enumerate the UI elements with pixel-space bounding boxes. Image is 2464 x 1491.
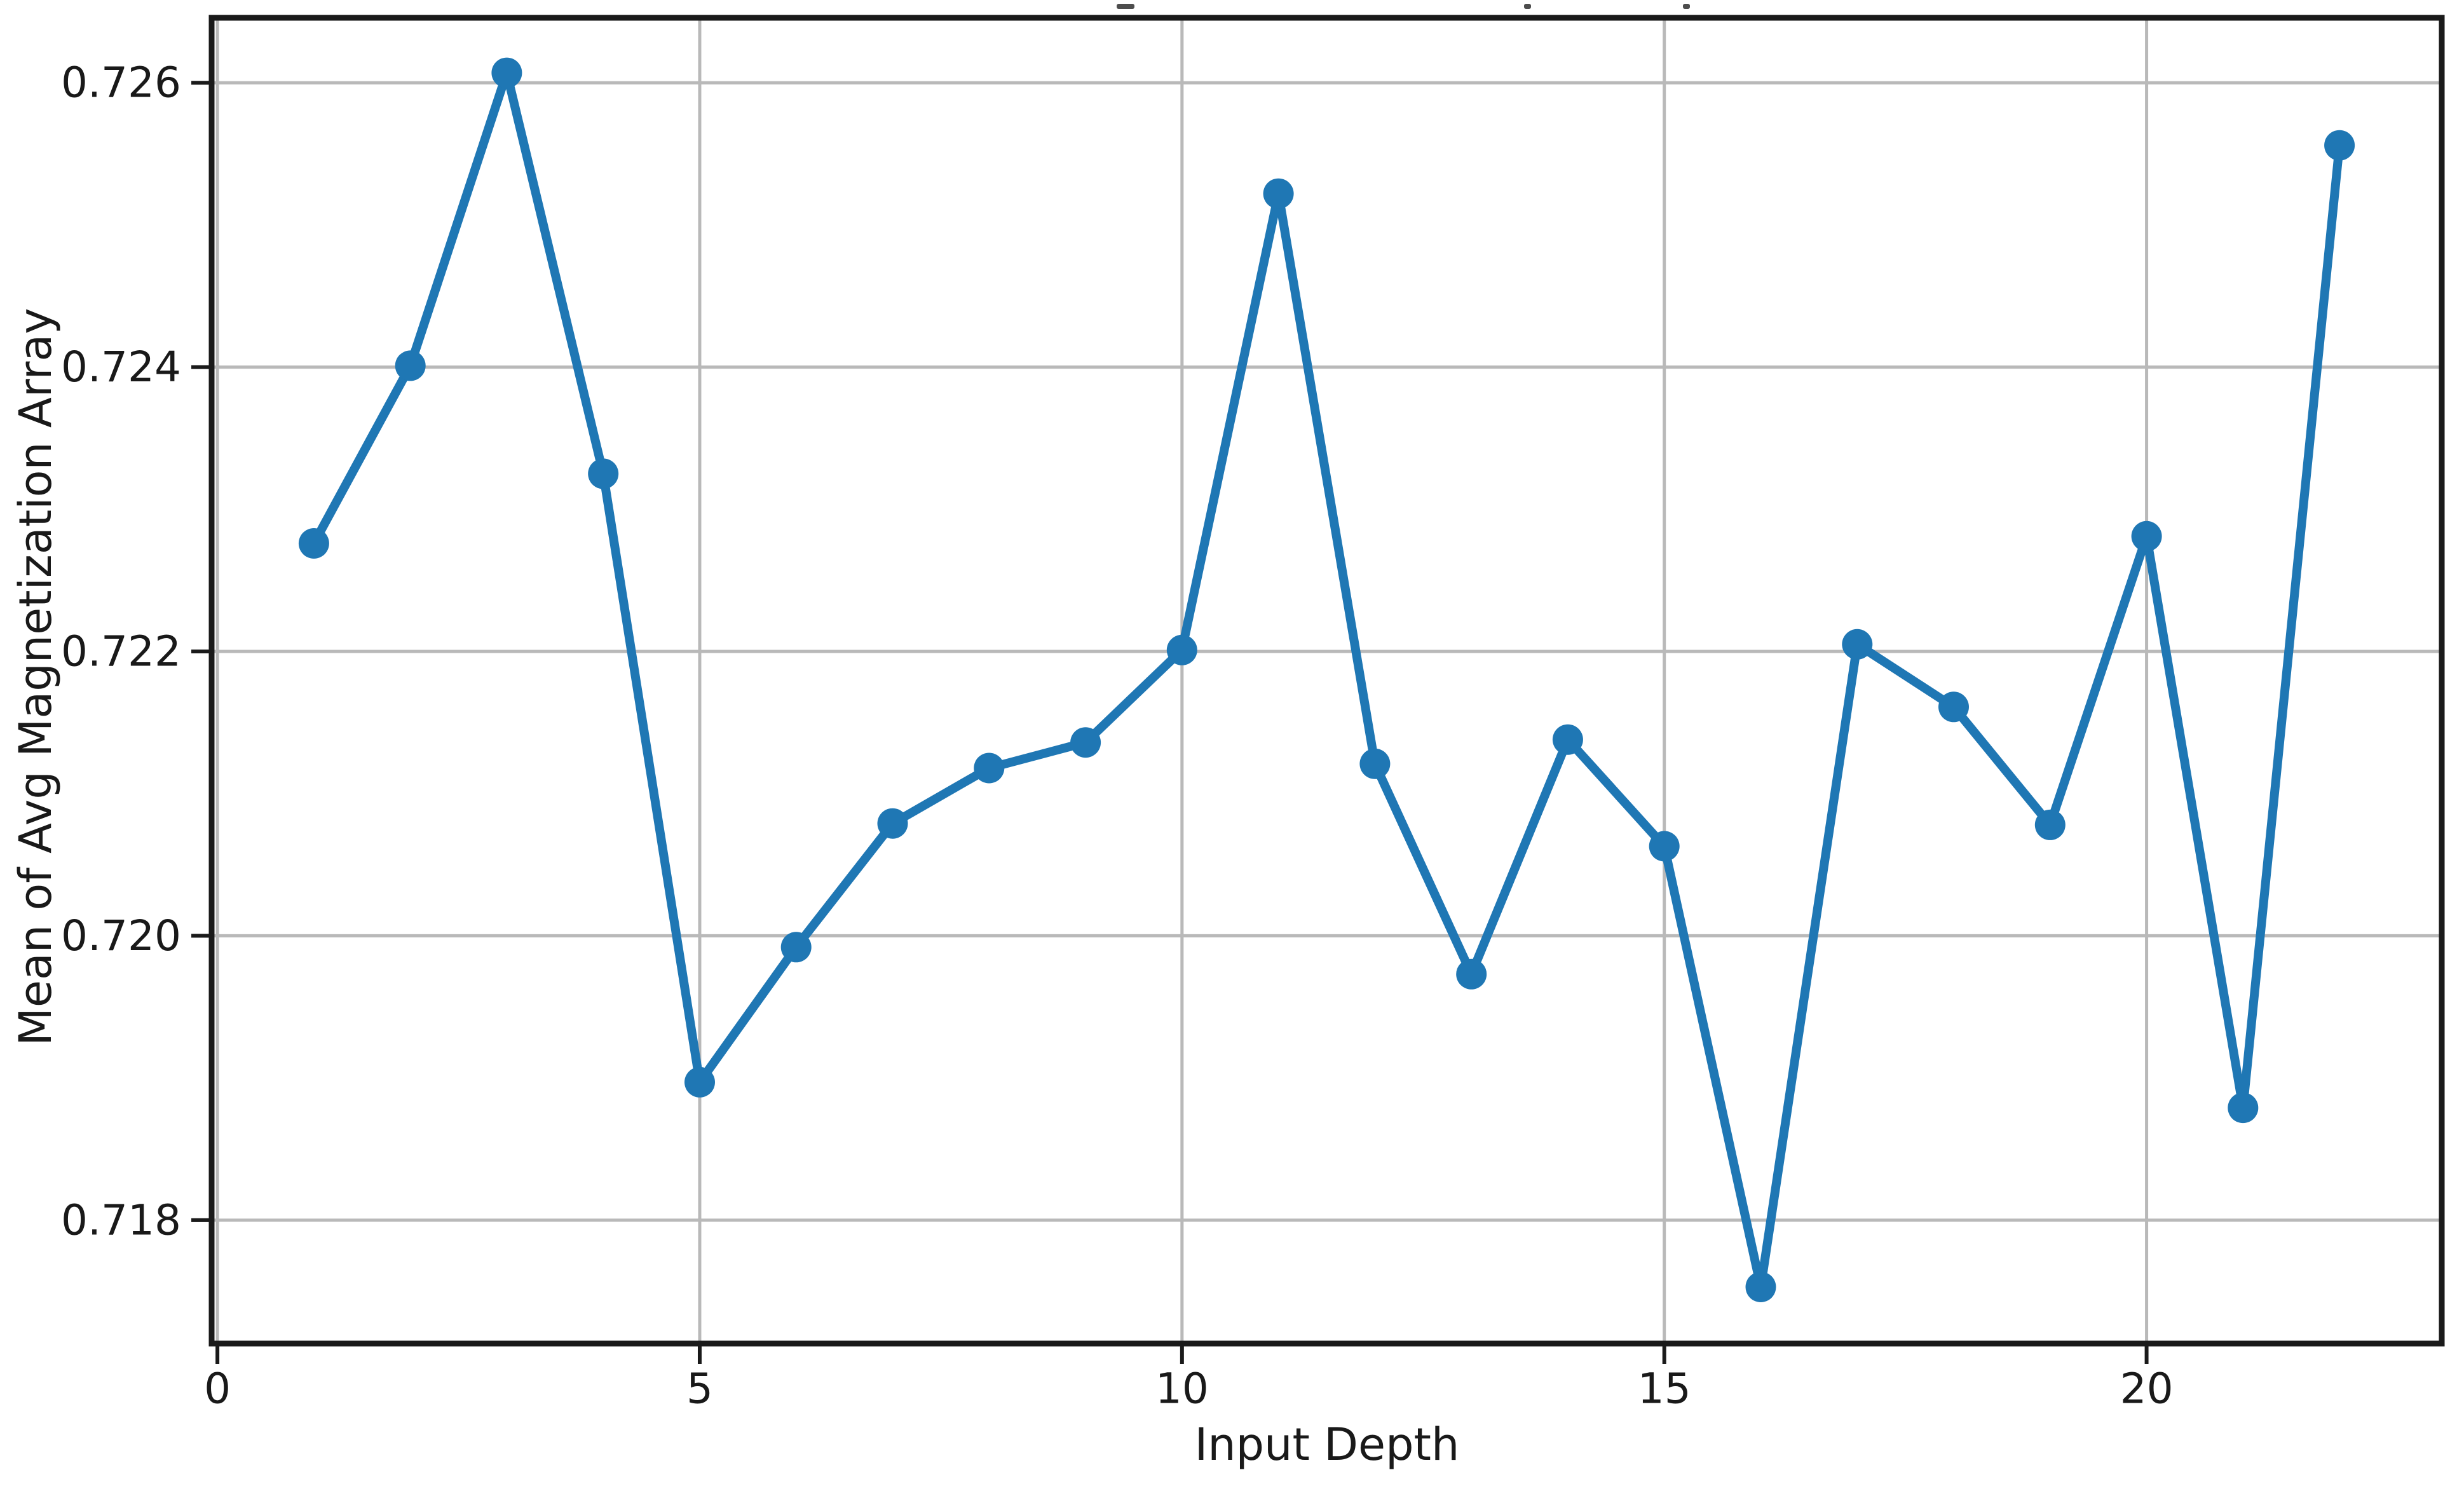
y-tick-label: 0.718 [61, 1195, 181, 1244]
data-point [1745, 1272, 1776, 1302]
x-axis-label: Input Depth [1195, 1419, 1460, 1471]
data-point [1359, 748, 1391, 779]
x-tick-label: 10 [1155, 1365, 1209, 1413]
x-tick-label: 15 [1638, 1365, 1691, 1413]
data-point [1649, 831, 1680, 862]
y-tick-label: 0.724 [61, 343, 181, 391]
data-point [1938, 691, 1969, 723]
x-tick-label: 20 [2120, 1365, 2174, 1413]
data-point [2324, 130, 2355, 161]
line-series [298, 57, 2355, 1302]
data-point [2228, 1093, 2259, 1124]
plot-border [208, 15, 2445, 1347]
data-line [309, 68, 2345, 1291]
y-axis-label: Mean of Avg Magnetization Array [10, 308, 62, 1045]
title-fragment [1683, 4, 1690, 9]
y-tick-label: 0.722 [61, 627, 181, 676]
title-fragment [1117, 4, 1134, 9]
data-point [395, 350, 426, 381]
title-fragment [1524, 4, 1531, 9]
grid-lines [212, 18, 2442, 1344]
data-point [1166, 634, 1197, 665]
data-point [491, 57, 522, 88]
tick-labels: 0 5 10 15 20 0.718 0.720 0.722 0.724 0.726 [61, 58, 2174, 1413]
data-point [298, 528, 329, 559]
clipped-title-fragments [1117, 4, 1690, 9]
y-tick-label: 0.726 [61, 58, 181, 107]
x-tick-label: 0 [204, 1365, 231, 1413]
data-point [974, 752, 1005, 784]
x-tick-label: 5 [686, 1365, 713, 1413]
data-point [1456, 958, 1487, 990]
axis-ticks [191, 81, 2149, 1364]
data-point [1552, 724, 1583, 755]
data-point [588, 458, 619, 489]
data-point [877, 808, 908, 839]
data-point [2034, 809, 2066, 840]
data-point [684, 1066, 715, 1098]
data-point [1842, 629, 1873, 660]
y-tick-label: 0.720 [61, 911, 181, 960]
data-point [1263, 178, 1294, 209]
data-point [1070, 727, 1101, 758]
data-point [780, 932, 812, 963]
data-point [2131, 521, 2162, 552]
